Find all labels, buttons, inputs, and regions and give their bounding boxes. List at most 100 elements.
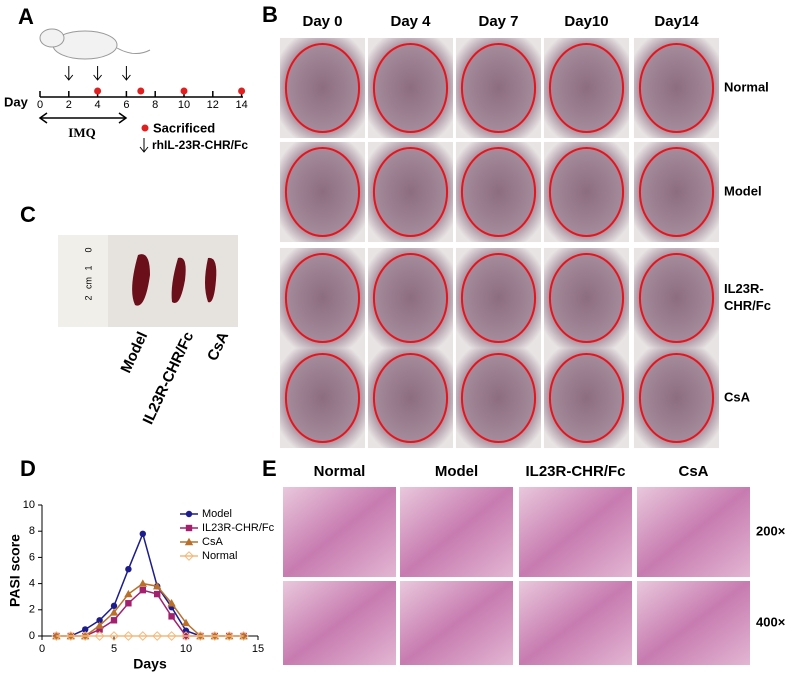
marker bbox=[123, 631, 134, 641]
x-tick-label: 5 bbox=[111, 643, 117, 655]
marker bbox=[138, 579, 147, 587]
skin-photo bbox=[544, 142, 629, 242]
marker bbox=[168, 613, 175, 620]
marker bbox=[95, 621, 104, 629]
lesion-outline bbox=[284, 353, 361, 443]
lesion-outline bbox=[638, 253, 715, 343]
x-tick-label: 15 bbox=[252, 643, 264, 655]
skin-photo bbox=[368, 142, 453, 242]
marker bbox=[181, 618, 191, 627]
lesion-outline bbox=[548, 253, 625, 343]
lesion-outline bbox=[372, 43, 449, 133]
lesion-outline bbox=[548, 43, 625, 133]
marker bbox=[182, 627, 190, 634]
panel-letter: E bbox=[262, 456, 277, 481]
column-header: Normal bbox=[314, 463, 366, 480]
spleen bbox=[171, 257, 186, 304]
skin-photo bbox=[456, 348, 541, 448]
skin-photo bbox=[544, 38, 629, 138]
injection-arrow bbox=[122, 66, 131, 81]
marker bbox=[139, 586, 146, 594]
legend-arrow bbox=[139, 138, 149, 153]
timeline-tick-label: 8 bbox=[152, 99, 158, 111]
marker bbox=[110, 617, 118, 624]
marker bbox=[139, 530, 146, 538]
histology-image bbox=[637, 581, 750, 665]
mouse-icon bbox=[39, 28, 151, 60]
marker bbox=[109, 608, 119, 616]
group-label: IL23R-CHR/Fc bbox=[140, 329, 198, 427]
row-label: Normal bbox=[724, 79, 769, 94]
lesion-outline bbox=[284, 147, 361, 237]
timeline-tick-label: 4 bbox=[95, 99, 101, 111]
y-tick-label: 6 bbox=[29, 551, 35, 563]
lesion-outline bbox=[372, 253, 449, 343]
bracket-label: IMQ bbox=[68, 125, 95, 140]
y-tick-label: 8 bbox=[29, 525, 35, 537]
lesion-outline bbox=[372, 147, 449, 237]
x-axis-label: Days bbox=[133, 656, 167, 672]
bracket-arrows bbox=[38, 112, 128, 124]
marker bbox=[82, 626, 89, 633]
lesion-outline bbox=[460, 43, 537, 133]
row-label: IL23R- bbox=[724, 281, 764, 296]
skin-photo bbox=[634, 38, 719, 138]
panel-letter: D bbox=[20, 456, 36, 481]
row-label: CHR/Fc bbox=[724, 298, 771, 313]
skin-photo bbox=[280, 142, 365, 242]
sacrifice-dot bbox=[238, 87, 246, 95]
magnification-label: 400× bbox=[756, 614, 786, 629]
marker bbox=[125, 565, 132, 573]
row-label: CsA bbox=[724, 389, 751, 404]
marker bbox=[80, 631, 91, 641]
y-tick-label: 10 bbox=[23, 499, 35, 511]
group-label: CsA bbox=[204, 329, 232, 364]
skin-photo bbox=[280, 348, 365, 448]
legend-label: Normal bbox=[202, 550, 237, 562]
x-tick-label: 0 bbox=[39, 643, 45, 655]
y-tick-label: 4 bbox=[29, 578, 35, 590]
lesion-outline bbox=[460, 253, 537, 343]
sacrifice-dot bbox=[94, 87, 102, 95]
histology-image bbox=[400, 487, 513, 577]
marker bbox=[125, 600, 132, 607]
skin-photo bbox=[456, 142, 541, 242]
spleen bbox=[205, 257, 217, 303]
ruler-label: 1 bbox=[83, 265, 93, 270]
legend-dot bbox=[141, 124, 149, 132]
column-header: Day10 bbox=[564, 13, 608, 30]
marker bbox=[195, 631, 206, 641]
skin-photo bbox=[368, 248, 453, 348]
column-header: IL23R-CHR/Fc bbox=[525, 463, 625, 480]
column-header: Day 4 bbox=[390, 13, 431, 30]
marker bbox=[94, 631, 105, 641]
spleen bbox=[132, 254, 150, 306]
skin-photo bbox=[544, 248, 629, 348]
skin-photo bbox=[456, 38, 541, 138]
marker bbox=[185, 524, 193, 532]
histology-image bbox=[283, 487, 396, 577]
lesion-outline bbox=[638, 353, 715, 443]
skin-photo bbox=[634, 348, 719, 448]
skin-photo bbox=[280, 248, 365, 348]
marker bbox=[166, 631, 177, 641]
timeline-tick-label: 12 bbox=[207, 99, 219, 111]
marker bbox=[167, 599, 176, 607]
legend-label: IL23R-CHR/Fc bbox=[202, 522, 275, 534]
marker bbox=[209, 631, 220, 641]
panel-letter: B bbox=[262, 2, 278, 27]
lesion-outline bbox=[548, 147, 625, 237]
marker bbox=[65, 631, 76, 641]
marker bbox=[96, 617, 103, 624]
lesion-outline bbox=[284, 253, 361, 343]
lesion-outline bbox=[460, 147, 537, 237]
timeline-tick-label: 6 bbox=[123, 99, 129, 111]
lesion-outline bbox=[284, 43, 361, 133]
skin-photo bbox=[634, 248, 719, 348]
histology-image bbox=[283, 581, 396, 665]
marker bbox=[137, 631, 148, 641]
group-label: Model bbox=[117, 329, 151, 375]
skin-photo bbox=[368, 38, 453, 138]
legend-sacrificed: Sacrificed bbox=[153, 120, 215, 135]
